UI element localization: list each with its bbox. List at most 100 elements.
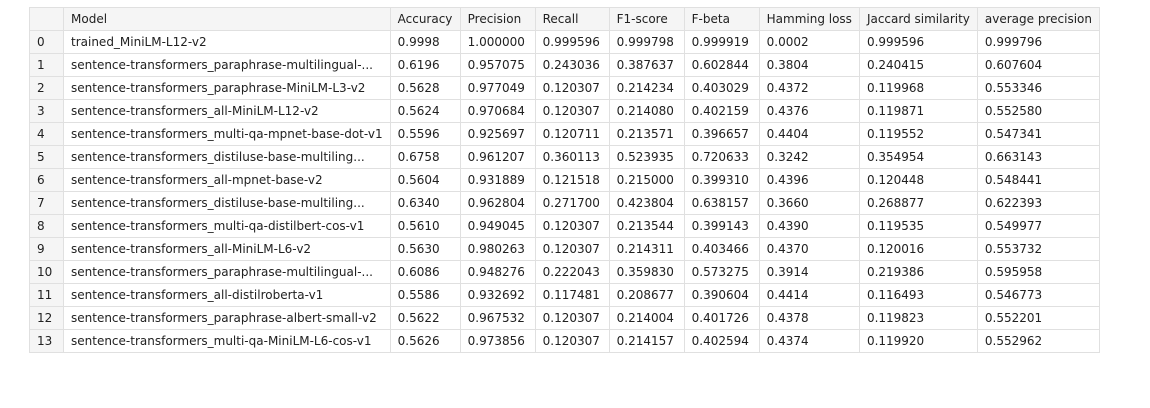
cell-precision: 0.925697 (459, 122, 536, 146)
cell-hamming-loss: 0.4372 (758, 76, 860, 100)
cell-model: sentence-transformers_all-distilroberta-… (63, 283, 391, 307)
cell-model: sentence-transformers_multi-qa-MiniLM-L6… (63, 329, 391, 353)
row-index: 11 (29, 283, 64, 307)
cell-average-precision: 0.553732 (976, 237, 1100, 261)
cell-model: trained_MiniLM-L12-v2 (63, 30, 391, 54)
cell-average-precision: 0.622393 (976, 191, 1100, 215)
cell-f1-score: 0.208677 (608, 283, 685, 307)
table-row: 6 sentence-transformers_all-mpnet-base-v2… (29, 168, 1100, 192)
cell-average-precision: 0.999796 (976, 30, 1100, 54)
row-index: 4 (29, 122, 64, 146)
table-row: 4 sentence-transformers_multi-qa-mpnet-ba… (29, 122, 1100, 146)
cell-precision: 0.977049 (459, 76, 536, 100)
cell-jaccard-similarity: 0.119968 (858, 76, 978, 100)
cell-f-beta: 0.602844 (683, 53, 760, 77)
table-row: 5 sentence-transformers_distiluse-base-mu… (29, 145, 1100, 169)
table-row: 13 sentence-transformers_multi-qa-MiniLM-… (29, 329, 1100, 353)
cell-model: sentence-transformers_paraphrase-multili… (63, 53, 391, 77)
cell-f-beta: 0.403466 (683, 237, 760, 261)
cell-jaccard-similarity: 0.999596 (858, 30, 978, 54)
column-header-model: Model (63, 7, 391, 31)
cell-average-precision: 0.552201 (976, 306, 1100, 330)
cell-recall: 0.117481 (534, 283, 610, 307)
cell-accuracy: 0.5624 (389, 99, 461, 123)
row-index: 8 (29, 214, 64, 238)
cell-precision: 0.949045 (459, 214, 536, 238)
cell-recall: 0.120307 (534, 329, 610, 353)
cell-jaccard-similarity: 0.119920 (858, 329, 978, 353)
cell-f-beta: 0.402594 (683, 329, 760, 353)
table-row: 10 sentence-transformers_paraphrase-multi… (29, 260, 1100, 284)
cell-recall: 0.120307 (534, 306, 610, 330)
cell-jaccard-similarity: 0.119823 (858, 306, 978, 330)
cell-recall: 0.271700 (534, 191, 610, 215)
results-table-container: Model Accuracy Precision Recall F1-score F-be… (29, 7, 1100, 353)
cell-average-precision: 0.547341 (976, 122, 1100, 146)
cell-accuracy: 0.5626 (389, 329, 461, 353)
cell-f1-score: 0.214234 (608, 76, 685, 100)
cell-accuracy: 0.5596 (389, 122, 461, 146)
cell-recall: 0.120307 (534, 76, 610, 100)
column-header-f1-score: F1-score (608, 7, 685, 31)
header-row: Model Accuracy Precision Recall F1-score F-be… (29, 7, 1100, 31)
cell-model: sentence-transformers_all-mpnet-base-v2 (63, 168, 391, 192)
table-row: 0 trained_MiniLM-L12-v2 0.9998 1.000000 0.99… (29, 30, 1100, 54)
cell-f1-score: 0.215000 (608, 168, 685, 192)
cell-accuracy: 0.6196 (389, 53, 461, 77)
row-index: 10 (29, 260, 64, 284)
cell-precision: 0.932692 (459, 283, 536, 307)
cell-jaccard-similarity: 0.268877 (858, 191, 978, 215)
cell-hamming-loss: 0.3660 (758, 191, 860, 215)
cell-jaccard-similarity: 0.116493 (858, 283, 978, 307)
cell-hamming-loss: 0.4370 (758, 237, 860, 261)
results-table: Model Accuracy Precision Recall F1-score F-be… (29, 7, 1100, 353)
cell-model: sentence-transformers_multi-qa-distilber… (63, 214, 391, 238)
column-header-precision: Precision (459, 7, 536, 31)
column-header-index (29, 7, 64, 31)
row-index: 12 (29, 306, 64, 330)
cell-jaccard-similarity: 0.120016 (858, 237, 978, 261)
cell-hamming-loss: 0.0002 (758, 30, 860, 54)
cell-hamming-loss: 0.3804 (758, 53, 860, 77)
column-header-average-precision: average precision (976, 7, 1100, 31)
cell-accuracy: 0.5628 (389, 76, 461, 100)
cell-recall: 0.360113 (534, 145, 610, 169)
column-header-f-beta: F-beta (683, 7, 760, 31)
cell-average-precision: 0.549977 (976, 214, 1100, 238)
cell-f-beta: 0.638157 (683, 191, 760, 215)
cell-f-beta: 0.396657 (683, 122, 760, 146)
cell-precision: 0.970684 (459, 99, 536, 123)
row-index: 3 (29, 99, 64, 123)
cell-average-precision: 0.552580 (976, 99, 1100, 123)
cell-jaccard-similarity: 0.119871 (858, 99, 978, 123)
cell-f-beta: 0.720633 (683, 145, 760, 169)
cell-recall: 0.120307 (534, 99, 610, 123)
cell-accuracy: 0.6340 (389, 191, 461, 215)
cell-precision: 0.931889 (459, 168, 536, 192)
cell-jaccard-similarity: 0.219386 (858, 260, 978, 284)
cell-jaccard-similarity: 0.120448 (858, 168, 978, 192)
cell-average-precision: 0.595958 (976, 260, 1100, 284)
cell-average-precision: 0.663143 (976, 145, 1100, 169)
cell-hamming-loss: 0.4374 (758, 329, 860, 353)
cell-recall: 0.120307 (534, 237, 610, 261)
cell-precision: 1.000000 (459, 30, 536, 54)
cell-f1-score: 0.214157 (608, 329, 685, 353)
cell-jaccard-similarity: 0.240415 (858, 53, 978, 77)
cell-f-beta: 0.573275 (683, 260, 760, 284)
cell-precision: 0.962804 (459, 191, 536, 215)
table-row: 11 sentence-transformers_all-distilrobert… (29, 283, 1100, 307)
row-index: 0 (29, 30, 64, 54)
row-index: 5 (29, 145, 64, 169)
cell-model: sentence-transformers_all-MiniLM-L12-v2 (63, 99, 391, 123)
cell-accuracy: 0.5586 (389, 283, 461, 307)
cell-f-beta: 0.390604 (683, 283, 760, 307)
table-row: 7 sentence-transformers_distiluse-base-mu… (29, 191, 1100, 215)
cell-average-precision: 0.552962 (976, 329, 1100, 353)
column-header-recall: Recall (534, 7, 610, 31)
cell-recall: 0.999596 (534, 30, 610, 54)
column-header-hamming-loss: Hamming loss (758, 7, 860, 31)
cell-precision: 0.948276 (459, 260, 536, 284)
cell-f-beta: 0.399143 (683, 214, 760, 238)
cell-model: sentence-transformers_distiluse-base-mul… (63, 145, 391, 169)
